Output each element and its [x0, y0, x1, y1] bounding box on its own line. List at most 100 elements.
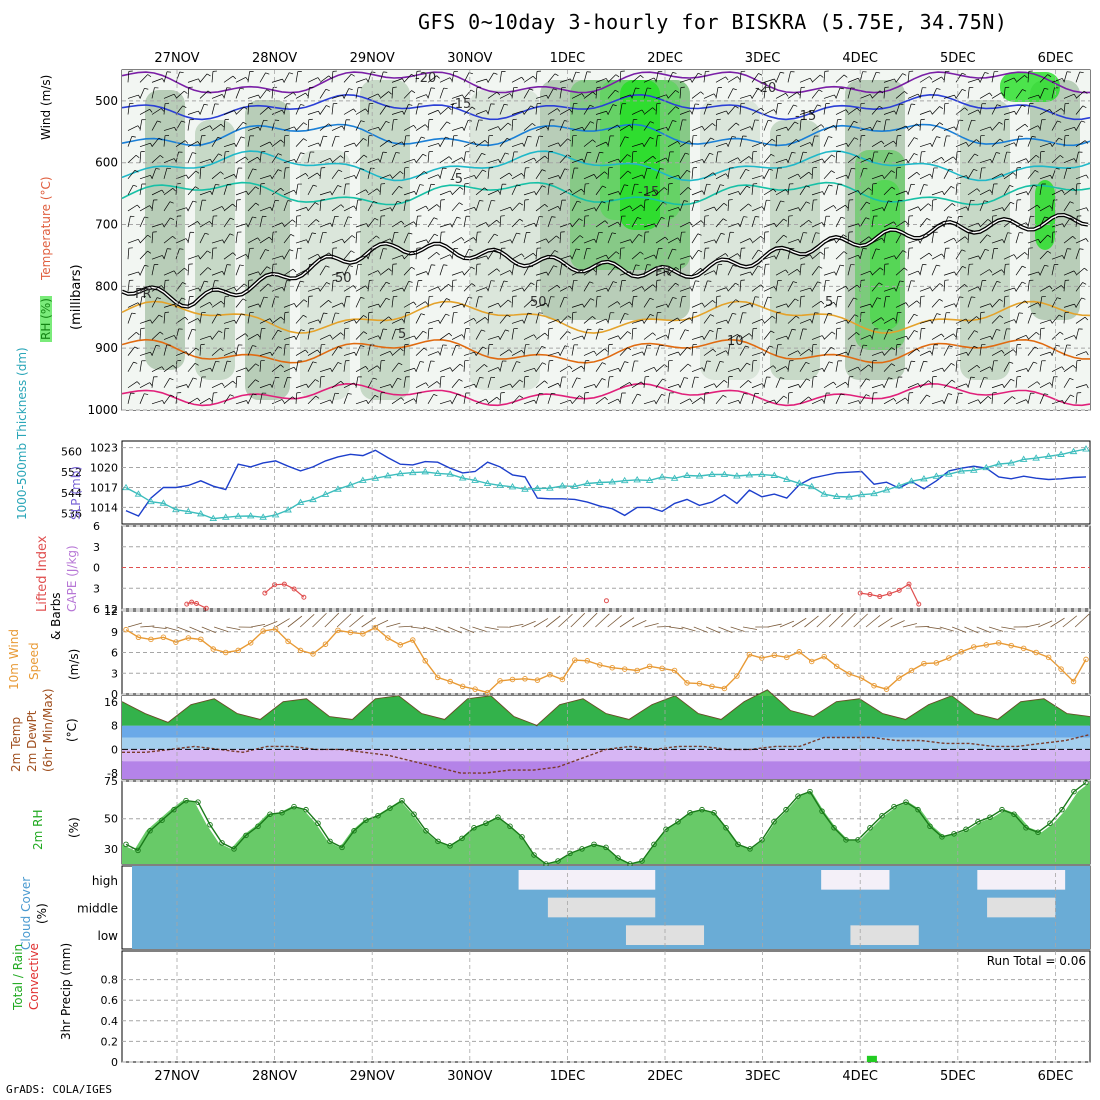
wind-barb: [559, 200, 563, 212]
wind-barb: [343, 73, 352, 83]
wind-barb: [751, 119, 756, 131]
wind-barb: [199, 90, 209, 99]
surface-wind-barb: [521, 620, 536, 628]
date-label-top: 2DEC: [647, 51, 683, 66]
wind-barb-flag: [984, 249, 989, 251]
wind-barb: [847, 232, 850, 244]
wind-barb: [235, 333, 246, 340]
wind-barb: [811, 199, 814, 211]
wind-barb: [1003, 287, 1015, 292]
wind-barb: [367, 103, 370, 115]
wind-barb-flag: [425, 301, 429, 305]
wind-barb: [451, 186, 461, 196]
wind-barb: [895, 335, 907, 340]
wind-barb: [283, 249, 290, 260]
surface-wind-barb: [1025, 623, 1040, 628]
wind-barb: [787, 329, 793, 340]
wind-barb: [967, 200, 971, 212]
wind-barb: [439, 376, 442, 388]
wind-barb: [355, 366, 366, 372]
wind-barb-flag: [471, 283, 476, 287]
wind10-line-marker: [1020, 645, 1027, 652]
wind-barb: [835, 88, 841, 99]
wind-barb: [571, 303, 583, 308]
wind-barb-flag: [544, 203, 548, 208]
wind-barb-flag: [181, 297, 186, 300]
wind-barb: [1003, 87, 1006, 99]
wind-barb-flag: [461, 157, 465, 161]
wind-barb-flag: [893, 221, 897, 226]
wind-barb-flag: [233, 286, 237, 291]
wind-barb: [967, 255, 979, 260]
wind-barb-flag: [748, 333, 753, 337]
wind-barb: [619, 94, 631, 99]
wind-barb-flag: [605, 141, 609, 146]
thickness-line-marker: [446, 470, 454, 477]
thickness-line-marker: [945, 470, 953, 477]
wind-barb: [127, 280, 130, 292]
wind-barb-flag: [796, 139, 800, 143]
wind-barb: [439, 87, 444, 99]
wind-barb: [859, 126, 871, 131]
wind-barb: [583, 384, 595, 389]
wind-barb: [847, 284, 858, 292]
cloud-patch: [850, 925, 919, 945]
wind-barb-flag: [230, 217, 235, 221]
wind-barb: [583, 248, 588, 260]
wind-barb-flag: [611, 232, 616, 234]
wind-barb-flag: [363, 315, 368, 318]
wind-barb: [295, 392, 298, 404]
wind-barb-flag: [1001, 173, 1005, 178]
wind-barb: [943, 363, 952, 372]
wind-barb-flag: [280, 187, 284, 192]
wind-barb-flag: [462, 94, 465, 99]
wind-barb: [595, 119, 598, 131]
rh-line-marker: [687, 809, 693, 816]
wind-barb-flag: [255, 186, 259, 190]
wind-barb-flag: [376, 235, 380, 239]
wind-barb: [451, 363, 461, 372]
wind-barb-flag: [951, 379, 956, 383]
wind-barb: [379, 71, 384, 83]
wind-barb-flag: [433, 394, 438, 397]
wind-barb: [871, 351, 883, 356]
wind-barb: [739, 345, 746, 356]
wind-barb: [511, 328, 515, 340]
wind-barb-flag: [160, 108, 165, 112]
wind-barb-flag: [425, 382, 429, 387]
wind-barb-flag: [255, 363, 260, 367]
wind-barb: [595, 254, 607, 260]
wind-barb-flag: [306, 383, 309, 388]
wind-barb-flag: [624, 313, 629, 315]
surface-wind-barb: [927, 626, 942, 630]
wind-barb: [919, 287, 931, 292]
wind-barb: [283, 219, 293, 228]
wind-barb: [691, 200, 696, 212]
rh-line-marker: [951, 831, 957, 837]
wind-barb: [595, 152, 600, 163]
wind-barb: [451, 248, 455, 260]
rh-line-marker: [303, 806, 309, 813]
wind-barb: [871, 384, 883, 389]
wind-barb-flag: [493, 249, 498, 252]
wind-barb: [727, 334, 738, 340]
wind-barb-flag: [953, 333, 957, 338]
wind-barb: [535, 346, 543, 356]
wind-barb-flag: [530, 105, 535, 108]
rh-line-marker: [435, 838, 441, 845]
wind-barb-flag: [207, 250, 211, 254]
wind-barb-flag: [684, 377, 689, 379]
wind-barb: [295, 92, 306, 99]
wind-barb: [823, 239, 835, 244]
wind-barb: [655, 103, 658, 115]
wind-barb: [199, 167, 202, 179]
wind-barb: [403, 200, 407, 212]
wind-barb: [1051, 199, 1054, 211]
wind-barb-flag: [144, 216, 149, 219]
wind-barb: [895, 344, 898, 356]
surface-wind-barb: [398, 625, 413, 628]
wind-barb: [355, 200, 359, 211]
slp-line: [125, 449, 1087, 517]
wind10-line-marker: [173, 639, 179, 645]
li-ylabel: Lifted Index: [35, 535, 50, 612]
